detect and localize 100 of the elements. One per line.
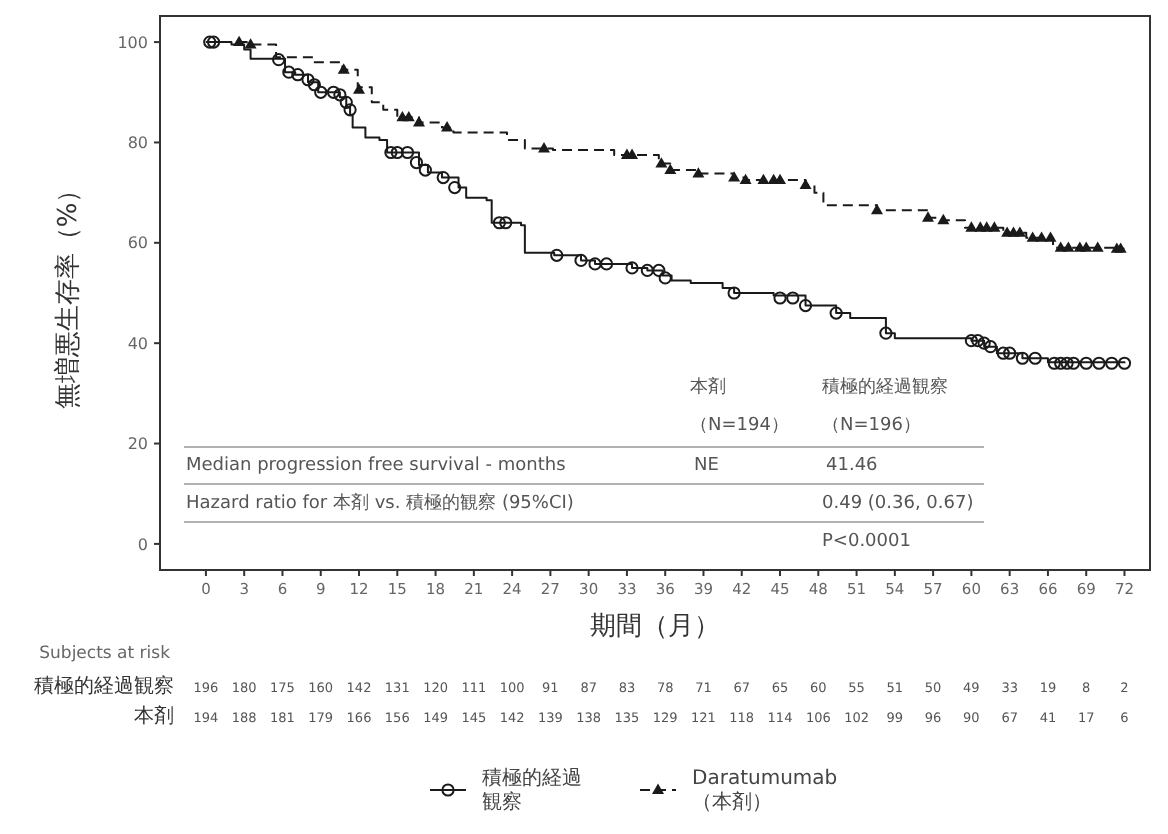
point (1080, 241, 1093, 252)
point (409, 155, 424, 170)
point (244, 38, 257, 49)
text: Subjects at risk (39, 644, 171, 664)
point (599, 257, 614, 271)
point (326, 85, 341, 99)
point (965, 221, 978, 232)
point (640, 263, 654, 278)
annotation: （N=194） (690, 416, 789, 436)
point (441, 121, 454, 132)
point (436, 170, 450, 185)
annotation: 本剤 (690, 376, 726, 398)
point (402, 110, 415, 122)
point (1062, 241, 1075, 252)
y-tick-label: 20 (127, 435, 148, 454)
y-tick-label: 80 (127, 134, 148, 153)
point (922, 211, 935, 222)
point (1092, 356, 1106, 370)
point (499, 216, 513, 230)
annotation: P<0.0001 (822, 532, 911, 552)
y-tick-label: 60 (127, 234, 148, 253)
point (727, 286, 741, 300)
point (1091, 241, 1104, 252)
point (1013, 226, 1026, 237)
point (400, 145, 415, 160)
annotation: NE (694, 456, 720, 476)
point (655, 157, 668, 168)
point (996, 346, 1010, 360)
point (1054, 356, 1068, 370)
point (1026, 231, 1039, 242)
point (492, 216, 506, 230)
point (314, 85, 328, 99)
point (870, 203, 883, 215)
y-tick-label: 100 (117, 33, 148, 52)
point (550, 248, 564, 262)
point (988, 221, 1001, 232)
point (652, 263, 666, 278)
point (337, 63, 350, 74)
text: 積極的経過観察 (34, 674, 174, 698)
point (658, 271, 672, 285)
point (390, 145, 404, 160)
annotation: 0.49 (0.36, 0.67) (822, 494, 974, 514)
point (1003, 346, 1017, 360)
point (879, 326, 893, 340)
point (339, 95, 353, 109)
point (206, 35, 221, 49)
point (1060, 356, 1074, 370)
annotation: Hazard ratio for 本剤 vs. 積極的観察 (95%CI) (186, 492, 574, 514)
point (307, 78, 321, 92)
point (412, 115, 425, 127)
point (301, 73, 315, 87)
annotation: 41.46 (826, 456, 879, 476)
point (291, 68, 305, 82)
y-axis-title: 無増悪生存率（%） (52, 176, 84, 410)
point (773, 291, 787, 305)
annotation: 積極的経過観察 (822, 376, 948, 398)
y-tick-label: 40 (127, 334, 148, 353)
point (1066, 356, 1081, 370)
point (786, 291, 800, 305)
point (272, 53, 286, 67)
point (1028, 351, 1042, 365)
point (343, 103, 357, 117)
point (333, 88, 347, 102)
point (983, 340, 998, 354)
point (1105, 356, 1119, 370)
point (1035, 231, 1048, 242)
point (588, 257, 602, 271)
point (418, 163, 432, 177)
point (1047, 356, 1061, 370)
point (937, 213, 950, 225)
point (538, 142, 551, 153)
point (798, 298, 813, 313)
point (971, 334, 985, 348)
point (1117, 356, 1132, 370)
legend-label: Daratumumab（本剤） (692, 768, 838, 814)
point (1015, 351, 1030, 365)
point (1079, 356, 1093, 370)
text: 本剤 (134, 704, 174, 728)
point (799, 178, 812, 190)
legend-label: 積極的経過観察 (482, 766, 582, 814)
point (625, 261, 639, 275)
y-tick-label: 0 (137, 535, 148, 554)
point (757, 173, 770, 185)
point (353, 83, 366, 94)
point (203, 35, 217, 49)
point (964, 334, 978, 348)
point (574, 253, 588, 267)
x-axis-title: 期間（月） (590, 612, 720, 642)
annotation: Median progression free survival - months (186, 456, 567, 476)
point (1044, 231, 1057, 242)
point (692, 167, 705, 178)
point (977, 336, 991, 350)
point (448, 181, 462, 195)
point (384, 145, 398, 160)
point (739, 173, 752, 185)
point (664, 163, 677, 175)
point (282, 65, 296, 79)
point (728, 171, 741, 182)
annotation: （N=196） (822, 416, 921, 436)
point (829, 306, 843, 320)
